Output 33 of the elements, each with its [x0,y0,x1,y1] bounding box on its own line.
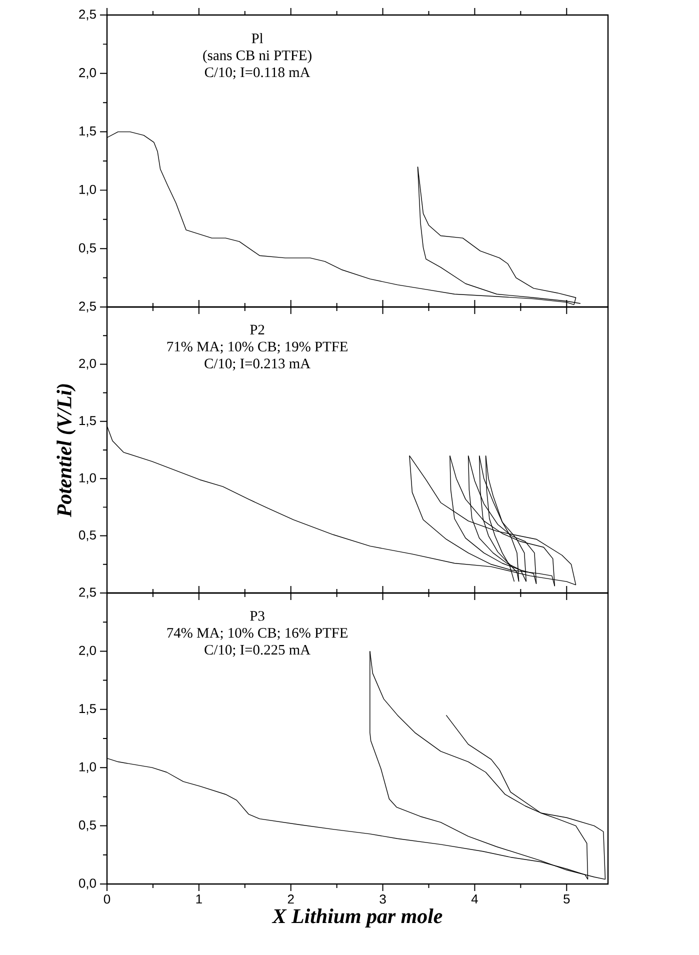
x-tick-label: 3 [380,894,386,904]
y-tick-label: 1,5 [79,126,96,138]
annotation: C/10; I=0.118 mA [204,67,310,80]
x-tick-label: 4 [471,894,478,904]
y-tick-label: 1,5 [79,416,96,427]
annotation: C/10; I=0.225 mA [204,644,310,657]
y-tick-label: 2,0 [79,646,96,657]
y-tick-label: 2,5 [79,588,96,598]
y-tick-label: 0,5 [78,243,96,254]
y-tick-label: 2,5 [79,10,96,20]
y-tick-label: 0,0 [78,878,96,890]
y-tick-label: 0,5 [78,530,96,542]
x-axis-title: X Lithium par mole [272,908,442,928]
annotation: Pl [252,33,264,44]
x-tick-label: 5 [564,894,570,904]
x-tick-label: 2 [288,894,294,904]
y-tick-label: 1,0 [79,473,96,484]
y-tick-label: 1,0 [79,184,96,196]
annotation: P3 [250,611,264,621]
annotation: 74% MA; 10% CB; 16% PTFE [167,628,348,640]
x-tick-label: 1 [196,894,202,904]
annotation: P2 [250,324,264,334]
y-tick-label: 1,0 [79,762,96,773]
y-tick-label: 2,5 [79,302,96,312]
x-tick-label: 0 [104,894,110,904]
y-tick-label: 2,0 [79,358,96,370]
annotation: 71% MA; 10% CB; 19% PTFE [167,342,348,354]
y-axis-title: Potentiel (V/Li) [56,384,76,518]
annotation: (sans CB ni PTFE) [203,50,312,64]
y-tick-label: 0,5 [78,820,96,832]
y-tick-label: 2,0 [79,68,96,79]
annotation: C/10; I=0.213 mA [204,358,310,370]
y-tick-label: 1,5 [79,704,96,715]
